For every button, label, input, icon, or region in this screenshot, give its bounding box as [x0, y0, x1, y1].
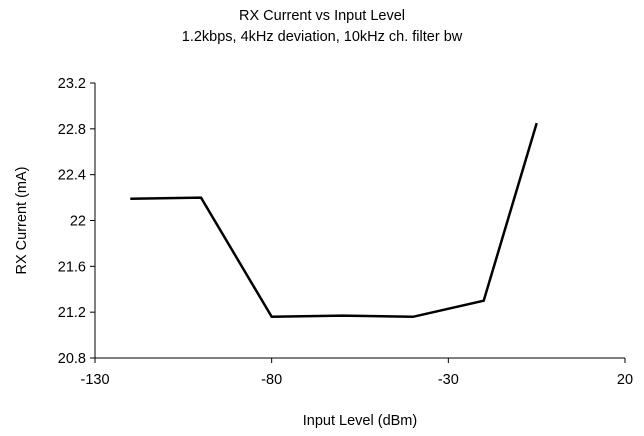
y-tick-label: 21.6 [58, 259, 86, 275]
x-tick-label: 20 [617, 372, 633, 388]
y-tick-label: 20.8 [58, 351, 86, 367]
y-tick-label: 22.8 [58, 122, 86, 138]
y-tick-label: 21.2 [58, 305, 86, 321]
y-tick-label: 22 [70, 214, 86, 230]
y-axis-ticks: 20.8 21.2 21.6 22 22.4 22.8 23.2 [58, 76, 95, 367]
series-layer [130, 122, 538, 319]
series-line [130, 122, 538, 319]
chart-title-block: RX Current vs Input Level 1.2kbps, 4kHz … [0, 6, 644, 48]
chart-subtitle: 1.2kbps, 4kHz deviation, 10kHz ch. filte… [181, 29, 463, 45]
y-tick-label: 22.4 [58, 168, 86, 184]
x-tick-label: -130 [80, 372, 109, 388]
x-tick-label: -80 [261, 372, 282, 388]
x-axis-ticks: -130 -80 -30 20 [80, 358, 633, 388]
y-axis-label: RX Current (mA) [14, 167, 30, 275]
x-tick-label: -30 [438, 372, 459, 388]
x-axis-label: Input Level (dBm) [303, 413, 417, 429]
chart-title: RX Current vs Input Level [238, 8, 406, 24]
y-tick-label: 23.2 [58, 76, 86, 92]
